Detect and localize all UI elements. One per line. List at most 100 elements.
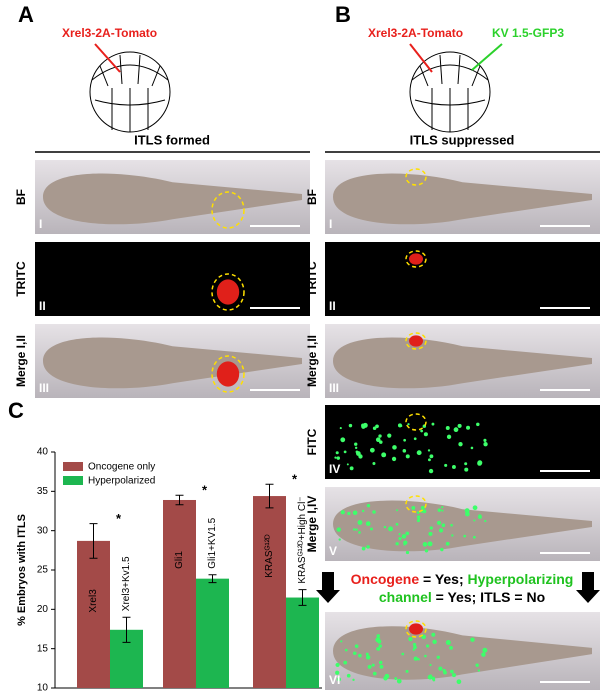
gfp-dot: [481, 652, 486, 657]
gfp-dot: [392, 445, 397, 450]
gfp-dot: [383, 525, 387, 529]
summary-segment: = Yes;: [419, 571, 467, 587]
gfp-dot: [473, 519, 476, 522]
gfp-dot: [340, 510, 345, 515]
legend-label: Oncogene only: [88, 462, 155, 473]
gfp-dot: [445, 541, 450, 546]
gfp-dot: [354, 644, 359, 648]
tadpole: [333, 626, 592, 680]
gfp-dot: [367, 664, 372, 669]
gfp-dot: [427, 449, 431, 452]
bar-label: Xrel3: [88, 589, 99, 613]
gfp-dot: [422, 542, 428, 547]
gfp-dot: [361, 509, 365, 513]
tadpole: [333, 173, 592, 225]
gfp-dot: [436, 655, 440, 659]
arrow: [94, 43, 121, 73]
gfp-dot: [365, 521, 371, 526]
tomato-signal: [216, 361, 240, 387]
gfp-dot: [405, 669, 409, 673]
gfp-dot: [416, 450, 422, 456]
gfp-dot: [403, 438, 406, 442]
gfp-dot: [411, 506, 416, 510]
gfp-dot: [412, 642, 417, 647]
gfp-dot: [413, 656, 418, 661]
panel-numeral: II: [329, 299, 336, 313]
gfp-dot: [451, 534, 454, 537]
gfp-dot: [449, 646, 453, 650]
gfp-dot: [438, 528, 444, 533]
gfp-dot: [470, 446, 474, 450]
gfp-dot: [407, 423, 410, 426]
gfp-dot: [378, 644, 383, 648]
tadpole: [333, 337, 592, 389]
gfp-dot: [483, 442, 488, 447]
panel-numeral: I: [329, 217, 332, 231]
gfp-dot: [372, 426, 377, 431]
gfp-dot: [450, 523, 453, 527]
gfp-dot: [464, 462, 468, 466]
gfp-dot: [458, 442, 463, 447]
gfp-dot: [355, 450, 359, 454]
gfp-dot: [358, 454, 363, 459]
gfp-dot: [396, 678, 402, 684]
gfp-dot: [420, 505, 425, 510]
gfp-dot: [431, 632, 436, 637]
gfp-dot: [412, 648, 415, 651]
gfp-dot: [429, 663, 432, 667]
gfp-dot: [413, 645, 417, 650]
gfp-dot: [391, 456, 397, 462]
gfp-dot: [369, 447, 375, 453]
gfp-dot: [344, 648, 348, 652]
tomato-signal: [409, 335, 423, 347]
gfp-dot: [336, 527, 341, 532]
bar-label: KRASᴳ¹²ᴰ: [264, 534, 275, 578]
gfp-dot: [424, 549, 429, 553]
panel-numeral: III: [39, 381, 49, 395]
gfp-dot: [483, 438, 487, 442]
gfp-dot: [357, 520, 363, 525]
y-tick-label: 15: [37, 643, 49, 654]
error-bar: [175, 494, 184, 506]
gfp-dot: [369, 527, 373, 531]
channel-label: Merge I,IV: [305, 496, 319, 553]
gfp-dot: [376, 647, 380, 651]
bar: [286, 597, 319, 688]
gfp-dot: [352, 678, 355, 682]
channel-label: BF: [14, 189, 28, 205]
gfp-dot: [352, 651, 357, 655]
gfp-dot: [450, 669, 454, 674]
gfp-dot: [476, 422, 480, 427]
gfp-dot: [425, 644, 430, 648]
gfp-dot: [395, 542, 399, 546]
gfp-dot: [340, 640, 343, 643]
gfp-dot: [408, 636, 413, 642]
gfp-dot: [475, 663, 479, 667]
gfp-dot: [437, 508, 442, 512]
bar-label: Gli1+KV1.5: [207, 517, 218, 568]
gfp-dot: [335, 662, 340, 668]
bar-label: Xrel3+Kv1.5: [121, 556, 132, 611]
panel-heading: ITLS suppressed: [410, 132, 515, 147]
gfp-dot: [338, 538, 341, 541]
gfp-dot: [355, 528, 358, 531]
gfp-dot: [361, 546, 366, 551]
gfp-dot: [416, 511, 420, 514]
summary-segment: Oncogene: [351, 571, 420, 587]
micrograph: [325, 242, 600, 316]
gfp-dot: [340, 437, 346, 443]
y-tick-label: 35: [37, 486, 49, 497]
gfp-dot: [457, 423, 462, 428]
gfp-dot: [339, 427, 342, 430]
y-tick-label: 20: [37, 604, 49, 615]
y-tick-label: 25: [37, 565, 49, 576]
gfp-dot: [371, 663, 375, 667]
gfp-dot: [354, 442, 358, 446]
channel-label: TRITC: [14, 261, 28, 297]
gfp-dot: [466, 425, 471, 430]
gfp-dot: [398, 537, 402, 541]
bar-label: Gli1: [174, 551, 185, 569]
gfp-dot: [441, 523, 446, 528]
bar: [253, 496, 286, 688]
gfp-dot: [397, 423, 402, 428]
